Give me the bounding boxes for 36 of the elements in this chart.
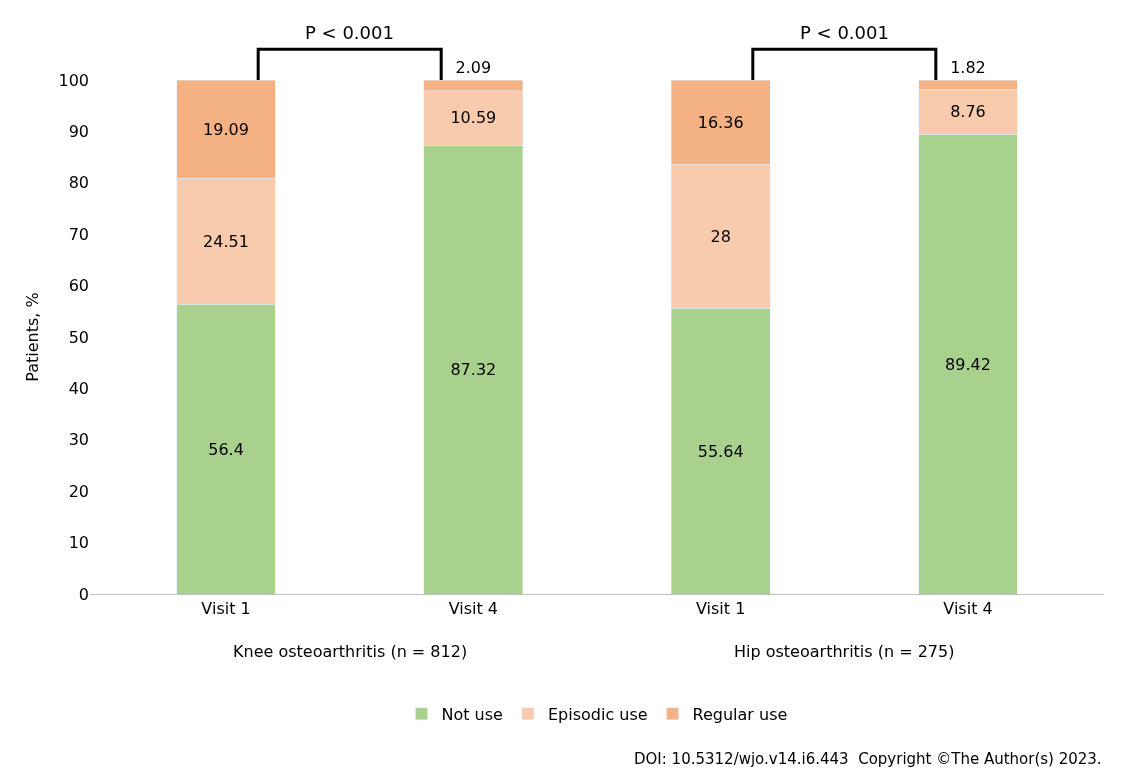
text: Hip osteoarthritis (n = 275) — [734, 642, 955, 661]
data-label: 8.76 — [950, 102, 986, 122]
data-label: 28 — [710, 226, 731, 246]
y-tick-label: 60 — [68, 276, 89, 296]
y-axis-title: Patients, % — [23, 292, 43, 382]
data-label: 56.4 — [208, 439, 244, 459]
y-tick-label: 10 — [68, 533, 89, 553]
data-label: 55.64 — [697, 441, 744, 461]
x-tick-label: Visit 4 — [448, 599, 499, 619]
data-label: 10.59 — [450, 108, 497, 128]
y-tick-label: 80 — [68, 173, 89, 193]
x-tick-label: Visit 1 — [695, 599, 746, 619]
data-label: 1.82 — [950, 58, 986, 77]
data-label: 16.36 — [697, 112, 744, 132]
data-label: 87.32 — [450, 360, 497, 380]
y-tick-label: 90 — [68, 122, 89, 141]
y-tick-label: 30 — [68, 430, 89, 450]
y-tick-label: 100 — [58, 70, 89, 90]
y-tick-label: 20 — [68, 481, 89, 501]
x-tick-label: Visit 4 — [943, 599, 993, 619]
x-tick-label: Visit 1 — [201, 599, 251, 619]
data-label: 2.09 — [455, 58, 492, 77]
text: DOI: 10.5312/wjo.v14.i6.443 Copyright ©The Author(s) 2023. — [634, 750, 1102, 768]
data-label: 89.42 — [945, 354, 991, 374]
y-tick-label: 40 — [68, 379, 89, 398]
text: P < 0.001 — [305, 22, 394, 43]
y-tick-label: 70 — [68, 224, 89, 244]
legend-label: Regular use — [692, 704, 788, 724]
legend-label: Episodic use — [547, 704, 648, 724]
text: P < 0.001 — [800, 22, 889, 43]
text: Knee osteoarthritis (n = 812) — [233, 642, 468, 661]
legend-label: Not use — [441, 704, 503, 724]
data-label: 24.51 — [203, 231, 249, 251]
y-tick-label: 0 — [78, 584, 89, 604]
y-tick-label: 50 — [68, 327, 89, 347]
data-label: 19.09 — [203, 119, 249, 139]
